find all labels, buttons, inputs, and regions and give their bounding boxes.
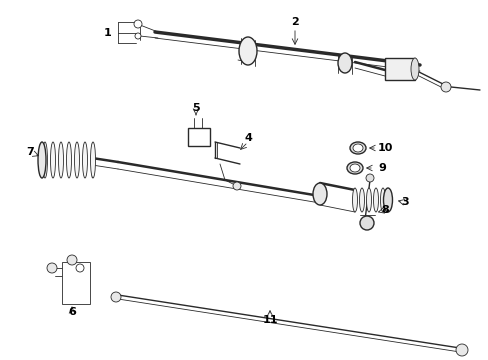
Ellipse shape	[50, 142, 55, 178]
Text: 6: 6	[68, 307, 76, 317]
Ellipse shape	[373, 188, 378, 212]
Ellipse shape	[90, 142, 95, 178]
Ellipse shape	[239, 37, 257, 65]
Ellipse shape	[359, 188, 364, 212]
Circle shape	[365, 174, 373, 182]
Circle shape	[440, 82, 450, 92]
Circle shape	[76, 264, 84, 272]
Circle shape	[67, 255, 77, 265]
Ellipse shape	[74, 142, 80, 178]
Text: 1: 1	[104, 28, 112, 38]
Ellipse shape	[383, 188, 392, 212]
Circle shape	[232, 182, 241, 190]
Ellipse shape	[349, 142, 365, 154]
Ellipse shape	[346, 162, 362, 174]
Circle shape	[455, 344, 467, 356]
Ellipse shape	[352, 188, 357, 212]
Text: 4: 4	[244, 133, 251, 143]
Text: 11: 11	[262, 315, 277, 325]
Ellipse shape	[380, 188, 385, 212]
Circle shape	[111, 292, 121, 302]
Ellipse shape	[349, 164, 359, 172]
Bar	[384, 58, 414, 80]
Ellipse shape	[66, 142, 71, 178]
Text: 7: 7	[26, 147, 34, 157]
Circle shape	[134, 20, 142, 28]
Ellipse shape	[410, 58, 418, 80]
Bar	[187, 128, 209, 146]
Circle shape	[135, 33, 141, 39]
Circle shape	[359, 216, 373, 230]
Ellipse shape	[312, 183, 326, 205]
Text: 2: 2	[290, 17, 298, 27]
Ellipse shape	[59, 142, 63, 178]
Ellipse shape	[82, 142, 87, 178]
Text: 8: 8	[380, 205, 388, 215]
Bar	[62, 262, 90, 304]
Ellipse shape	[38, 142, 46, 178]
Text: 5: 5	[192, 103, 200, 113]
Circle shape	[47, 263, 57, 273]
Text: 10: 10	[377, 143, 392, 153]
Text: 3: 3	[400, 197, 408, 207]
Ellipse shape	[352, 144, 362, 152]
Ellipse shape	[337, 53, 351, 73]
Text: 9: 9	[377, 163, 385, 173]
Ellipse shape	[366, 188, 371, 212]
Ellipse shape	[42, 142, 47, 178]
